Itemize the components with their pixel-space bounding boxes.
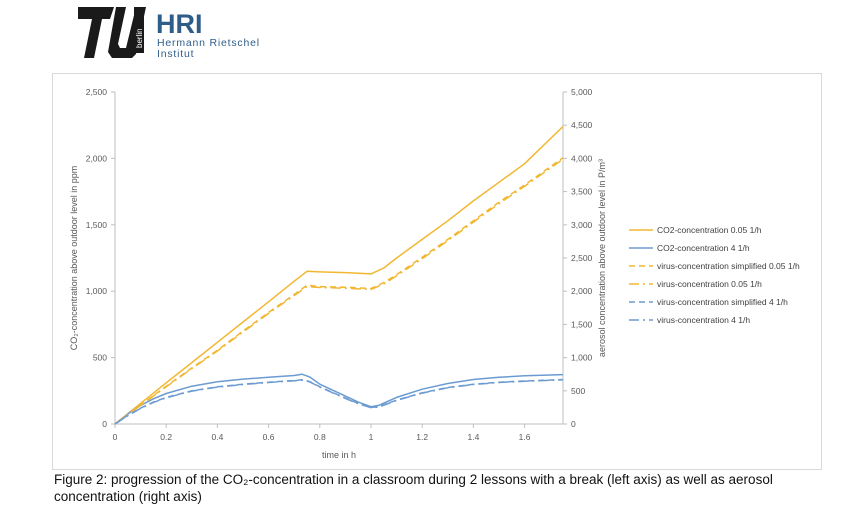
right-tick-label: 4,500 xyxy=(571,120,593,130)
right-tick-label: 4,000 xyxy=(571,153,593,163)
legend-label-1: CO2-concentration 0.05 1/h xyxy=(657,225,762,235)
right-tick-label: 1,500 xyxy=(571,319,593,329)
figure-caption: Figure 2: progression of the CO₂-concent… xyxy=(54,472,773,504)
logo-name-line1: Hermann Rietschel xyxy=(157,37,260,49)
left-tick-label: 500 xyxy=(93,353,107,363)
legend-label-5: virus-concentration simplified 4 1/h xyxy=(657,297,788,307)
x-tick-label: 0.6 xyxy=(263,432,275,442)
x-tick-label: 1 xyxy=(369,432,374,442)
series-line-1 xyxy=(114,125,564,425)
logo-berlin-text: berlin xyxy=(135,28,144,48)
right-tick-label: 0 xyxy=(571,419,576,429)
tu-berlin-logo xyxy=(78,7,146,58)
left-tick-label: 2,500 xyxy=(86,87,108,97)
x-tick-label: 0.4 xyxy=(211,432,223,442)
x-axis-label: time in h xyxy=(322,450,356,460)
logo-name-line2: Institut xyxy=(157,48,194,60)
right-tick-label: 2,500 xyxy=(571,253,593,263)
right-tick-label: 2,000 xyxy=(571,286,593,296)
legend-label-6: virus-concentration 4 1/h xyxy=(657,315,750,325)
logo-hri-text: HRI xyxy=(156,9,203,39)
right-axis-label: aerosol concentration above outdoor leve… xyxy=(597,159,607,357)
right-tick-label: 500 xyxy=(571,386,585,396)
legend-label-2: CO2-concentration 4 1/h xyxy=(657,243,750,253)
x-tick-label: 1.4 xyxy=(467,432,479,442)
series-line-5 xyxy=(114,378,564,425)
legend-label-3: virus-concentration simplified 0.05 1/h xyxy=(657,261,800,271)
x-tick-label: 0.8 xyxy=(314,432,326,442)
chart-frame: 0 500 1,000 1,500 2,000 2,500 0 500 1,000 1,500 2,… xyxy=(52,73,822,470)
series-line-2 xyxy=(114,373,564,425)
left-tick-label: 0 xyxy=(102,419,107,429)
left-tick-label: 1,000 xyxy=(86,286,108,296)
x-tick-label: 1.6 xyxy=(519,432,531,442)
right-tick-label: 1,000 xyxy=(571,353,593,363)
left-tick-label: 1,500 xyxy=(86,220,108,230)
hri-logo: berlin HRI Hermann Rietschel Institut xyxy=(74,4,294,64)
right-tick-label: 3,500 xyxy=(571,187,593,197)
x-tick-label: 1.2 xyxy=(416,432,428,442)
left-tick-label: 2,000 xyxy=(86,153,108,163)
x-tick-label: 0 xyxy=(113,432,118,442)
series-line-3 xyxy=(114,157,564,425)
x-tick-label: 0.2 xyxy=(160,432,172,442)
right-tick-label: 3,000 xyxy=(571,220,593,230)
series-line-4 xyxy=(114,158,564,425)
legend-label-4: virus-concentration 0.05 1/h xyxy=(657,279,762,289)
left-axis-label: CO₂-concentration above outdoor level in… xyxy=(69,166,79,351)
series-line-6 xyxy=(114,379,564,425)
right-tick-label: 5,000 xyxy=(571,87,593,97)
co2-aerosol-chart: 0 500 1,000 1,500 2,000 2,500 0 500 1,000 1,500 2,… xyxy=(69,87,800,460)
